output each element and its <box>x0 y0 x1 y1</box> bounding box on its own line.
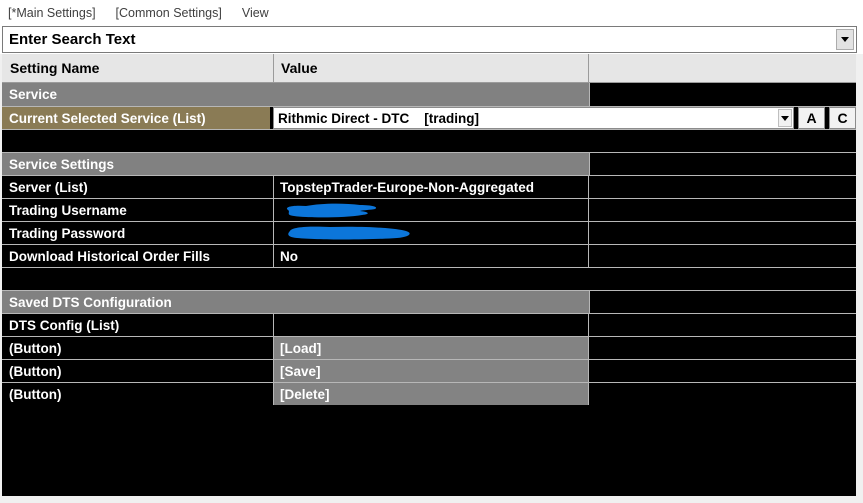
section-row: Service <box>2 83 856 106</box>
setting-name-cell: (Button) <box>2 360 273 382</box>
setting-extra-cell <box>588 337 856 359</box>
button-row: (Button) [Delete] <box>2 382 856 405</box>
section-extra-cell <box>589 83 856 106</box>
setting-name-cell: Download Historical Order Fills <box>2 245 273 267</box>
setting-extra-cell <box>588 314 856 336</box>
setting-extra-cell <box>588 222 856 244</box>
grid-header-row: Setting Name Value <box>2 54 856 83</box>
button-row: (Button) [Load] <box>2 336 856 359</box>
setting-name-cell: Server (List) <box>2 176 273 198</box>
section-row: Saved DTS Configuration <box>2 290 856 313</box>
chevron-down-icon <box>781 115 789 121</box>
grid-empty-area <box>2 405 856 496</box>
setting-row: DTS Config (List) <box>2 313 856 336</box>
section-extra-cell <box>589 291 856 313</box>
service-value-area: Rithmic Direct - DTC [trading] A C <box>270 107 856 129</box>
setting-extra-cell <box>588 176 856 198</box>
setting-extra-cell <box>588 383 856 405</box>
menu-bar: [*Main Settings] [Common Settings] View <box>0 0 863 26</box>
section-header-label: Saved DTS Configuration <box>2 291 589 313</box>
service-combobox[interactable]: Rithmic Direct - DTC [trading] <box>273 107 794 129</box>
search-row: Enter Search Text <box>0 26 863 54</box>
setting-extra-cell <box>588 199 856 221</box>
search-input[interactable]: Enter Search Text <box>9 31 136 48</box>
chevron-down-icon <box>841 37 849 42</box>
menu-main-settings[interactable]: [*Main Settings] <box>8 6 96 20</box>
service-aux-button-c[interactable]: C <box>829 107 856 129</box>
setting-value-cell[interactable] <box>273 314 588 336</box>
redaction-scribble <box>280 222 416 244</box>
setting-name-cell: Trading Username <box>2 199 273 221</box>
redaction-scribble <box>280 199 384 221</box>
settings-content: Setting Name Value Service Current Select… <box>2 54 856 496</box>
search-combobox[interactable]: Enter Search Text <box>2 26 857 53</box>
setting-name-cell: DTS Config (List) <box>2 314 273 336</box>
column-header-value: Value <box>273 54 588 82</box>
service-combobox-value: Rithmic Direct - DTC [trading] <box>278 110 480 126</box>
section-header-label: Service Settings <box>2 153 589 175</box>
column-header-setting-name: Setting Name <box>10 60 100 76</box>
spacer-row <box>2 267 856 290</box>
setting-name-cell: (Button) <box>2 383 273 405</box>
button-value-cell[interactable]: [Save] <box>273 360 588 382</box>
button-value-cell[interactable]: [Delete] <box>273 383 588 405</box>
setting-value-cell[interactable] <box>273 222 588 244</box>
setting-name-cell: Trading Password <box>2 222 273 244</box>
service-aux-button-a[interactable]: A <box>798 107 825 129</box>
search-dropdown-button[interactable] <box>836 29 854 50</box>
service-combo-dropdown-button[interactable] <box>778 109 792 127</box>
setting-name-cell: Current Selected Service (List) <box>2 107 270 129</box>
setting-row: Download Historical Order Fills No <box>2 244 856 267</box>
setting-extra-cell <box>588 360 856 382</box>
menu-common-settings[interactable]: [Common Settings] <box>115 6 222 20</box>
setting-row: Trading Password <box>2 221 856 244</box>
section-extra-cell <box>589 153 856 175</box>
setting-row: Trading Username <box>2 198 856 221</box>
setting-value-cell[interactable] <box>273 199 588 221</box>
setting-name-cell: (Button) <box>2 337 273 359</box>
button-value-cell[interactable]: [Load] <box>273 337 588 359</box>
section-row: Service Settings <box>2 152 856 175</box>
settings-grid: Service Current Selected Service (List) Ri… <box>2 83 856 405</box>
window-bottom-edge <box>0 496 863 503</box>
setting-row: Server (List) TopstepTrader-Europe-Non-Ag… <box>2 175 856 198</box>
setting-value-cell[interactable]: No <box>273 245 588 267</box>
menu-view[interactable]: View <box>241 6 269 20</box>
service-row: Current Selected Service (List) Rithmic D… <box>2 106 856 129</box>
column-header-extra <box>588 54 856 82</box>
spacer-row <box>2 129 856 152</box>
setting-extra-cell <box>588 245 856 267</box>
section-header-label: Service <box>2 83 589 106</box>
setting-value-cell[interactable]: TopstepTrader-Europe-Non-Aggregated <box>273 176 588 198</box>
button-row: (Button) [Save] <box>2 359 856 382</box>
